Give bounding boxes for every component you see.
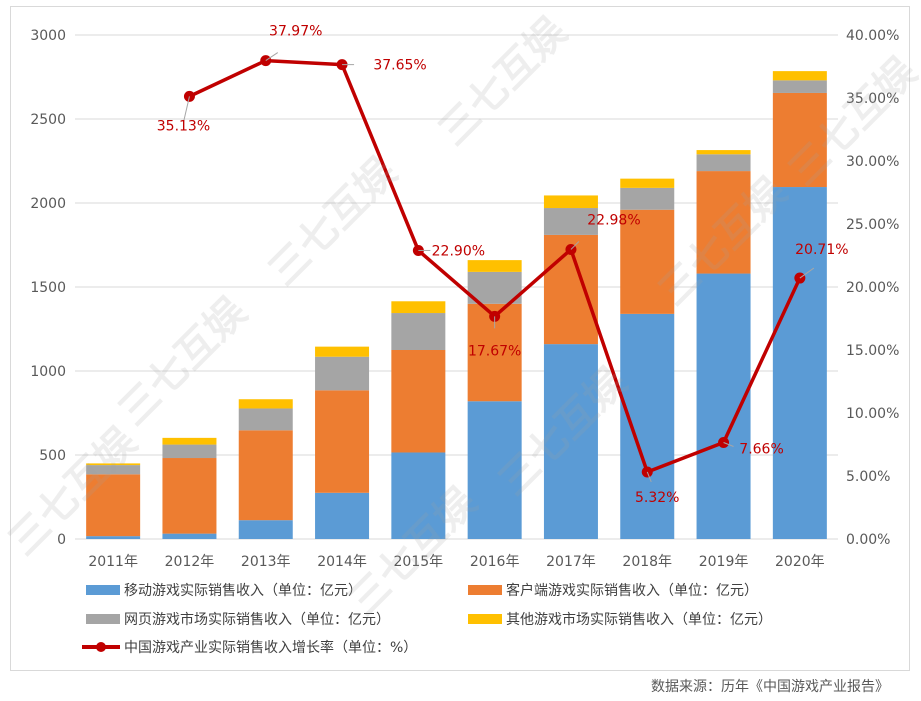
growth-data-label: 37.65% xyxy=(373,58,426,74)
growth-point xyxy=(260,55,272,67)
bar-mobile xyxy=(772,187,827,540)
bar-other xyxy=(315,346,370,357)
y-right-tick-label: 20.00% xyxy=(846,280,899,296)
legend-label-web: 网页游戏市场实际销售收入（单位：亿元） xyxy=(124,612,390,628)
x-tick-label: 2018年 xyxy=(622,554,672,570)
y-left-tick-label: 2500 xyxy=(30,112,66,128)
y-left-tick-label: 0 xyxy=(57,532,66,548)
legend-swatch-growth xyxy=(82,642,120,652)
x-tick-label: 2011年 xyxy=(88,554,138,570)
growth-data-label: 35.13% xyxy=(157,118,210,134)
x-tick-label: 2014年 xyxy=(317,554,367,570)
bar-web xyxy=(620,187,675,210)
bar-web xyxy=(315,356,370,391)
y-right-tick-label: 25.00% xyxy=(846,217,899,233)
x-tick-label: 2013年 xyxy=(241,554,291,570)
data-label-leader xyxy=(570,241,580,250)
bar-web xyxy=(696,154,751,172)
x-tick-label: 2017年 xyxy=(546,554,596,570)
bar-web xyxy=(238,408,293,431)
x-tick-label: 2015年 xyxy=(394,554,444,570)
bar-web xyxy=(772,80,827,93)
legend-label-mobile: 移动游戏实际销售收入（单位：亿元） xyxy=(124,583,362,599)
bar-client xyxy=(696,171,751,274)
data-label-leader xyxy=(646,471,652,483)
bar-web xyxy=(543,208,598,235)
bar-mobile xyxy=(238,520,293,539)
bar-other xyxy=(620,178,675,188)
growth-data-label: 20.71% xyxy=(795,242,848,258)
bar-mobile xyxy=(86,536,141,539)
bar-other xyxy=(696,150,751,155)
y-left-tick-label: 500 xyxy=(39,448,66,464)
data-label-leader xyxy=(182,96,190,123)
bar-mobile xyxy=(162,533,217,539)
bar-other xyxy=(162,437,217,445)
legend-other: 其他游戏市场实际销售收入（单位：亿元） xyxy=(468,609,772,629)
bar-client xyxy=(238,430,293,521)
bar-mobile xyxy=(620,313,675,539)
source-note: 数据来源：历年《中国游戏产业报告》 xyxy=(651,679,889,695)
legend-swatch-client xyxy=(468,585,502,595)
x-tick-label: 2012年 xyxy=(165,554,215,570)
data-label-leader xyxy=(723,442,734,447)
legend-mobile: 移动游戏实际销售收入（单位：亿元） xyxy=(86,580,362,600)
y-right-tick-label: 15.00% xyxy=(846,343,899,359)
legend-label-growth: 中国游戏产业实际销售收入增长率（单位：%） xyxy=(124,640,418,656)
x-tick-label: 2019年 xyxy=(699,554,749,570)
bar-client xyxy=(315,390,370,493)
growth-data-label: 5.32% xyxy=(635,490,679,506)
y-left-tick-label: 2000 xyxy=(30,196,66,212)
bar-client xyxy=(162,458,217,534)
y-right-tick-label: 35.00% xyxy=(846,91,899,107)
growth-data-label: 7.66% xyxy=(739,441,783,457)
y-right-tick-label: 10.00% xyxy=(846,406,899,422)
bar-mobile xyxy=(315,492,370,539)
bar-other xyxy=(238,399,293,409)
growth-data-label: 22.90% xyxy=(432,243,485,259)
legend-swatch-mobile xyxy=(86,585,120,595)
legend-label-other: 其他游戏市场实际销售收入（单位：亿元） xyxy=(506,612,772,628)
legend-label-client: 客户端游戏实际销售收入（单位：亿元） xyxy=(506,583,758,599)
x-tick-label: 2016年 xyxy=(470,554,520,570)
y-right-tick-label: 40.00% xyxy=(846,28,899,44)
chart-frame xyxy=(10,6,910,671)
bar-mobile xyxy=(391,452,446,539)
bar-other xyxy=(391,301,446,314)
bar-mobile xyxy=(543,344,598,539)
y-left-tick-label: 1500 xyxy=(30,280,66,296)
bar-mobile xyxy=(467,401,522,539)
growth-data-label: 37.97% xyxy=(269,24,322,40)
bar-client xyxy=(772,92,827,188)
legend-growth: 中国游戏产业实际销售收入增长率（单位：%） xyxy=(82,637,417,657)
bar-web xyxy=(162,444,217,459)
y-left-tick-label: 3000 xyxy=(30,28,66,44)
bar-client xyxy=(86,474,141,537)
bar-web xyxy=(86,465,141,475)
bar-client xyxy=(620,209,675,314)
y-right-tick-label: 0.00% xyxy=(846,532,890,548)
bar-other xyxy=(543,195,598,209)
y-right-tick-label: 30.00% xyxy=(846,154,899,170)
bar-other xyxy=(772,71,827,81)
x-tick-label: 2020年 xyxy=(775,554,825,570)
y-left-tick-label: 1000 xyxy=(30,364,66,380)
bar-mobile xyxy=(696,273,751,539)
growth-data-label: 22.98% xyxy=(587,212,640,228)
data-label-leader xyxy=(799,267,815,279)
legend-swatch-web xyxy=(86,614,120,624)
legend-swatch-other xyxy=(468,614,502,624)
growth-data-label: 17.67% xyxy=(468,343,521,359)
bar-client xyxy=(391,350,446,453)
bar-web xyxy=(391,313,446,350)
bar-other xyxy=(86,463,141,466)
legend-web: 网页游戏市场实际销售收入（单位：亿元） xyxy=(86,609,390,629)
bar-other xyxy=(467,260,522,272)
data-label-leader xyxy=(265,52,279,61)
y-right-tick-label: 5.00% xyxy=(846,469,890,485)
legend-client: 客户端游戏实际销售收入（单位：亿元） xyxy=(468,580,758,600)
